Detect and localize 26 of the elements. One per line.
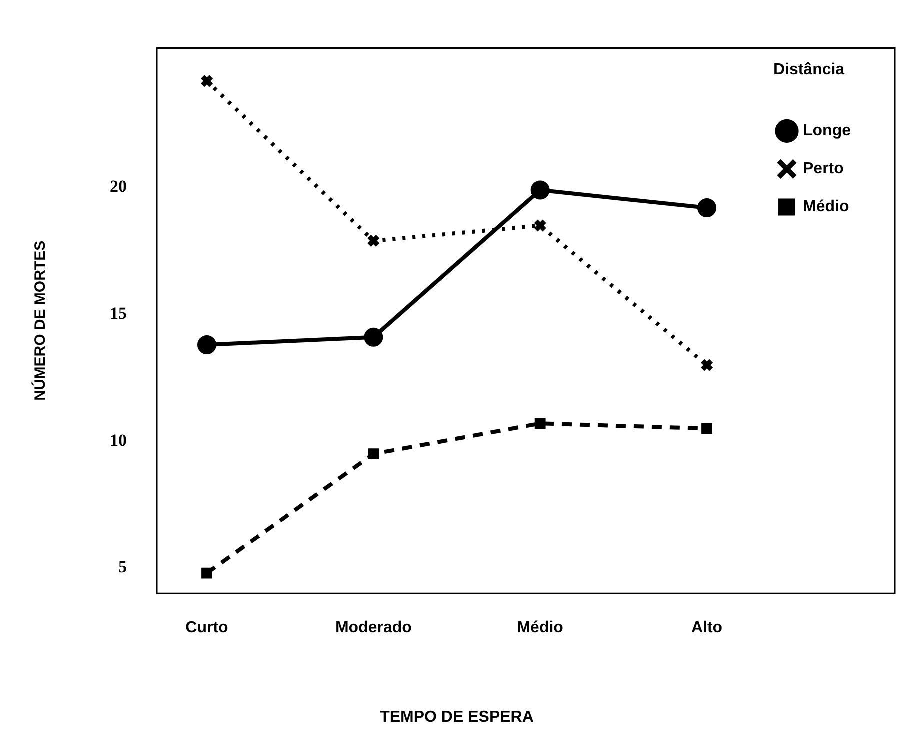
y-axis-title: NÚMERO DE MORTES	[31, 240, 50, 401]
point	[366, 234, 380, 248]
y-tick-label: 5	[118, 558, 127, 577]
legend-label: Longe	[803, 122, 852, 140]
point	[534, 219, 548, 233]
legend-label: Médio	[803, 198, 850, 216]
y-tick-label: 15	[110, 304, 127, 323]
x-axis-title: TEMPO DE ESPERA	[380, 708, 534, 726]
legend-label: Perto	[803, 160, 844, 178]
y-tick-label: 20	[110, 177, 127, 196]
x-tick-label: Médio	[517, 620, 564, 637]
point	[198, 336, 216, 354]
point	[364, 328, 384, 347]
point	[534, 418, 546, 430]
point	[700, 358, 714, 372]
point	[200, 74, 214, 88]
x-tick-label: Moderado	[335, 620, 412, 637]
point	[202, 568, 212, 579]
point	[368, 448, 380, 460]
x-tick-label: Curto	[186, 620, 229, 637]
x-tick-label: Alto	[691, 620, 723, 637]
point	[698, 198, 717, 218]
point	[530, 180, 550, 200]
point	[702, 423, 712, 434]
legend-title: Distância	[773, 61, 845, 78]
y-tick-label: 10	[110, 430, 127, 450]
